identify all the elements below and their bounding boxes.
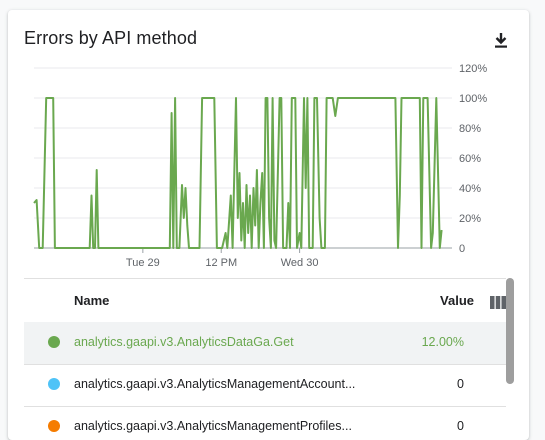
errors-card: Errors by API method 120% 100% 80% 60% 40% 20… [8,10,529,440]
row-name: analytics.gaapi.v3.AnalyticsManagementPr… [74,419,352,433]
row-name: analytics.gaapi.v3.AnalyticsDataGa.Get [74,335,294,349]
table-row[interactable]: analytics.gaapi.v3.AnalyticsManagementPr… [24,406,506,440]
row-value: 12.00% [421,335,464,349]
y-tick-label: 120% [459,63,487,75]
download-icon [495,33,507,48]
y-tick-label: 40% [459,183,481,195]
x-tick-label: Tue 29 [126,257,160,269]
x-tick-label: 12 PM [205,257,237,269]
view-column-icon[interactable] [490,296,506,309]
row-value: 0 [457,419,464,433]
chart-divider [24,278,506,279]
series-line [33,97,443,249]
series-color-dot [48,336,60,348]
card-title: Errors by API method [24,28,198,48]
y-tick-label: 100% [459,93,487,105]
table-row[interactable]: analytics.gaapi.v3.AnalyticsManagementAc… [24,364,506,406]
y-tick-label: 0 [459,243,465,255]
row-value: 0 [457,377,464,391]
row-divider [24,406,506,407]
series-color-dot [48,420,60,432]
table-row[interactable]: analytics.gaapi.v3.AnalyticsDataGa.Get 1… [24,322,506,364]
y-tick-label: 80% [459,123,481,135]
y-tick-label: 20% [459,213,481,225]
download-button[interactable] [491,31,511,51]
series-color-dot [48,378,60,390]
name-column-header[interactable]: Name [74,293,110,308]
table-scrollbar[interactable] [506,278,514,384]
row-name: analytics.gaapi.v3.AnalyticsManagementAc… [74,377,356,391]
table-header: Name Value [24,280,506,324]
error-rate-chart: 120% 100% 80% 60% 40% 20% 0 Tue 29 12 PM Wed 30 [33,63,487,269]
row-divider [24,364,506,365]
x-tick-label: Wed 30 [281,257,319,269]
value-column-header[interactable]: Value [440,293,474,308]
y-tick-label: 60% [459,153,481,165]
